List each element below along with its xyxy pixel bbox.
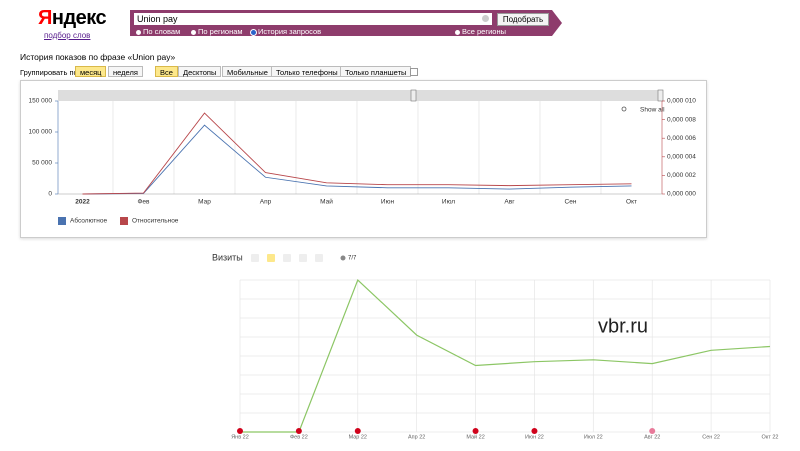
y2-tick-label: 0,000 008 (667, 116, 696, 123)
y-tick-label: 50 000 (32, 160, 52, 167)
x-tick-label: Авг 22 (644, 434, 660, 440)
scroll-handle[interactable] (657, 89, 664, 102)
series-line (82, 112, 632, 195)
group-label: Группировать по: (20, 68, 80, 77)
x-tick-label: Мар 22 (349, 434, 367, 440)
x-tick-label: Июн 22 (525, 434, 544, 440)
scroll-handle[interactable] (410, 89, 417, 102)
toolbar-icon[interactable] (299, 254, 307, 262)
y-tick-label: 0 (48, 191, 52, 198)
x-tick-label: Сен (565, 199, 577, 206)
x-tick-label: Фев (137, 199, 150, 206)
region[interactable]: Все регионы (455, 27, 506, 36)
y2-tick-label: 0,000 004 (667, 154, 696, 161)
legend-swatch[interactable] (120, 217, 128, 225)
x-tick-label: Май (320, 198, 333, 206)
x-tick-label: Окт 22 (762, 434, 779, 440)
radio[interactable]: По регионам (191, 27, 243, 36)
y2-tick-label: 0,000 002 (667, 172, 696, 179)
series-line (82, 124, 632, 195)
toolbar-icon[interactable] (267, 254, 275, 262)
x-tick-label: Окт (626, 199, 637, 206)
legend-label[interactable]: Относительное (132, 218, 179, 225)
toolbar-icon[interactable] (315, 254, 323, 262)
toolbar-icon[interactable] (251, 254, 259, 262)
watermark: vbr.ru (598, 315, 648, 337)
x-tick-label: Апр 22 (408, 434, 425, 440)
submit-button[interactable]: Подобрать (497, 13, 549, 26)
x-tick-label: Фев 22 (290, 434, 308, 440)
x-tick-label: Сен 22 (702, 434, 720, 440)
x-tick-label: Авг (504, 199, 515, 206)
y-tick-label: 150 000 (29, 98, 53, 105)
x-tick-label: Мар (198, 199, 211, 206)
counter[interactable]: 7/7 (348, 256, 357, 262)
clear-button[interactable] (482, 15, 489, 22)
table-icon[interactable] (410, 68, 418, 76)
legend-swatch[interactable] (58, 217, 66, 225)
x-tick-label: Июн (381, 199, 395, 206)
visits-line (240, 278, 771, 433)
x-tick-label: Июл (442, 199, 455, 206)
event-marker[interactable] (472, 428, 479, 434)
show-all[interactable]: Show all (640, 107, 665, 114)
y2-tick-label: 0,000 000 (667, 191, 696, 198)
zoom-icon (621, 106, 627, 112)
event-marker[interactable] (354, 428, 361, 434)
radio[interactable]: История запросов (251, 27, 321, 36)
x-tick-label: Янв 22 (231, 434, 249, 440)
y-tick-label: 100 000 (29, 129, 53, 136)
heading: История показов по фразе «Union pay» (20, 52, 176, 62)
event-marker[interactable] (649, 428, 656, 434)
toolbar-icon[interactable] (283, 254, 291, 262)
search-input[interactable]: Union pay (134, 13, 492, 25)
logo[interactable]: Яндекс (38, 7, 107, 29)
event-marker[interactable] (295, 428, 302, 434)
group-button[interactable]: месяц (75, 66, 107, 77)
radio[interactable]: По словам (136, 27, 180, 36)
y2-tick-label: 0,000 010 (667, 98, 696, 105)
device-button[interactable]: Десктопы (178, 66, 222, 77)
toolbar-dot[interactable] (340, 255, 346, 261)
x-tick-label: Июл 22 (584, 434, 603, 440)
event-marker[interactable] (237, 428, 243, 434)
chart-title: Визиты (212, 252, 243, 262)
chart-box (20, 80, 707, 238)
group-button[interactable]: неделя (108, 66, 143, 77)
scrollbar[interactable] (58, 90, 662, 101)
legend-label[interactable]: Абсолютное (70, 217, 107, 225)
x-tick-label: Май 22 (466, 433, 484, 440)
event-marker[interactable] (531, 428, 538, 434)
device-button[interactable]: Все (155, 66, 178, 77)
y2-tick-label: 0,000 006 (667, 135, 696, 142)
logo-sub[interactable]: подбор слов (44, 31, 91, 40)
x-tick-label: Апр (260, 199, 272, 206)
x-tick-label: 2022 (75, 199, 90, 206)
